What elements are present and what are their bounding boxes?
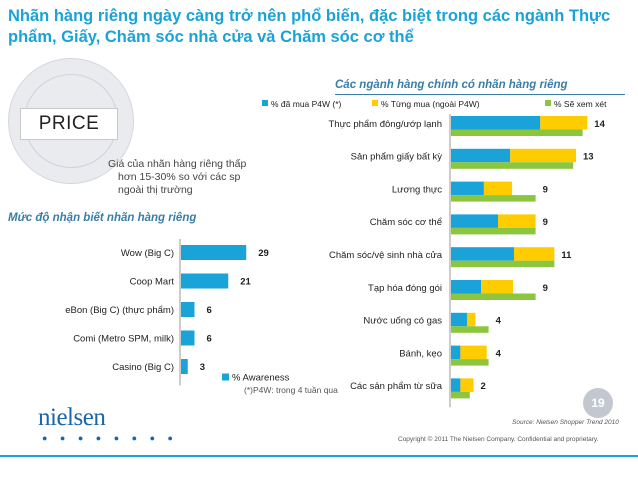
categories-bar-ever-bought: [466, 312, 476, 327]
awareness-value-label: 6: [207, 305, 212, 316]
slide-title: Nhãn hàng riêng ngày càng trở nên phổ bi…: [8, 7, 611, 46]
awareness-value-label: 21: [240, 277, 251, 288]
footnote: (*)P4W: trong 4 tuần qua: [244, 385, 338, 395]
categories-bar-bought-p4w: [451, 116, 541, 130]
awareness-chart-title: Mức độ nhận biết nhãn hàng riêng: [8, 212, 197, 224]
categories-bar-ever-bought: [513, 247, 555, 261]
categories-bar-consider: [451, 227, 536, 235]
categories-bar-consider: [451, 391, 470, 399]
categories-title-underline: [335, 94, 625, 95]
categories-bar-ever-bought: [460, 345, 487, 360]
awareness-category-label: Wow (Big C): [121, 248, 174, 259]
categories-bar-bought-p4w: [451, 148, 511, 163]
categories-value-label: 2: [481, 381, 486, 392]
awareness-legend-swatch: [222, 373, 229, 381]
categories-bar-consider: [451, 359, 489, 366]
categories-bar-ever-bought: [510, 148, 577, 163]
categories-bar-bought-p4w: [451, 345, 461, 360]
categories-bar-ever-bought: [483, 181, 513, 196]
categories-category-label: Thực phẩm đông/ướp lạnh: [329, 119, 443, 130]
categories-value-label: 9: [543, 283, 548, 294]
awareness-value-label: 29: [258, 248, 269, 259]
price-label: PRICE: [20, 108, 118, 140]
categories-category-label: Chăm sóc cơ thể: [370, 217, 442, 228]
categories-legend-swatch: [262, 100, 268, 106]
categories-category-label: Chăm sóc/vệ sinh nhà cửa: [329, 250, 443, 261]
categories-value-label: 9: [543, 184, 548, 195]
categories-value-label: 11: [561, 250, 572, 261]
categories-category-label: Lương thực: [392, 184, 442, 195]
price-desc-line-3: ngoài thị trường: [118, 184, 193, 196]
nielsen-logo: nielsen: [38, 404, 106, 431]
price-desc-line-1: Giá của nhãn hàng riêng thấp: [108, 158, 247, 170]
awareness-bar: [181, 359, 188, 374]
categories-legend-label: % Sẽ xem xét: [554, 99, 607, 109]
categories-value-label: 4: [496, 316, 502, 327]
categories-bar-bought-p4w: [451, 378, 461, 392]
categories-value-label: 13: [583, 152, 594, 163]
categories-value-label: 14: [594, 119, 605, 130]
awareness-bar: [181, 245, 247, 260]
source-note: Source: Nielsen Shopper Trend 2010: [512, 419, 619, 426]
awareness-value-label: 3: [200, 362, 205, 373]
categories-chart-title: Các ngành hàng chính có nhãn hàng riêng: [335, 79, 568, 91]
awareness-bar: [181, 302, 195, 317]
categories-bar-consider: [451, 129, 583, 136]
awareness-category-label: Comi (Metro SPM, milk): [73, 334, 174, 345]
copyright: Copyright © 2011 The Nielsen Company. Co…: [398, 436, 599, 443]
categories-category-label: Tạp hóa đóng gói: [368, 283, 442, 294]
categories-category-label: Nước uống có gas: [363, 316, 442, 327]
footer-divider: [0, 455, 638, 457]
categories-legend-label: % Từng mua (ngoài P4W): [381, 99, 480, 109]
categories-category-label: Các sản phẩm từ sữa: [350, 381, 443, 392]
categories-category-label: Sản phẩm giấy bất kỳ: [351, 152, 443, 163]
categories-bar-bought-p4w: [451, 280, 482, 294]
categories-bar-consider: [451, 293, 536, 300]
awareness-category-label: Casino (Big C): [112, 362, 174, 373]
categories-value-label: 9: [543, 217, 548, 228]
awareness-bar: [181, 273, 229, 289]
categories-bar-ever-bought: [540, 116, 588, 130]
categories-bar-consider: [451, 195, 536, 202]
categories-bar-ever-bought: [481, 280, 514, 294]
categories-bar-consider: [451, 260, 555, 268]
categories-bar-bought-p4w: [451, 181, 484, 196]
price-desc-line-2: hơn 15-30% so với các sp: [118, 171, 241, 183]
categories-bar-ever-bought: [460, 378, 474, 392]
categories-bar-consider: [451, 326, 489, 333]
categories-bar-ever-bought: [498, 214, 536, 228]
categories-bar-bought-p4w: [451, 247, 514, 261]
categories-legend-swatch: [545, 100, 551, 106]
awareness-bar: [181, 330, 195, 346]
categories-bar-bought-p4w: [451, 214, 498, 228]
nielsen-logo-dots: ● ● ● ● ● ● ● ●: [42, 433, 178, 443]
categories-legend-swatch: [372, 100, 378, 106]
categories-category-label: Bánh, kẹo: [399, 348, 442, 359]
categories-bar-bought-p4w: [451, 312, 467, 327]
categories-value-label: 4: [496, 348, 502, 359]
awareness-legend-label: % Awareness: [232, 373, 290, 384]
categories-legend-label: % đã mua P4W (*): [271, 99, 342, 109]
awareness-category-label: Coop Mart: [130, 277, 175, 288]
awareness-category-label: eBon (Big C) (thực phẩm): [65, 305, 174, 316]
categories-bar-consider: [451, 162, 574, 169]
awareness-value-label: 6: [207, 334, 212, 345]
page-number: 19: [583, 388, 613, 418]
price-description: Giá của nhãn hàng riêng thấp hơn 15-30% …: [108, 158, 288, 197]
